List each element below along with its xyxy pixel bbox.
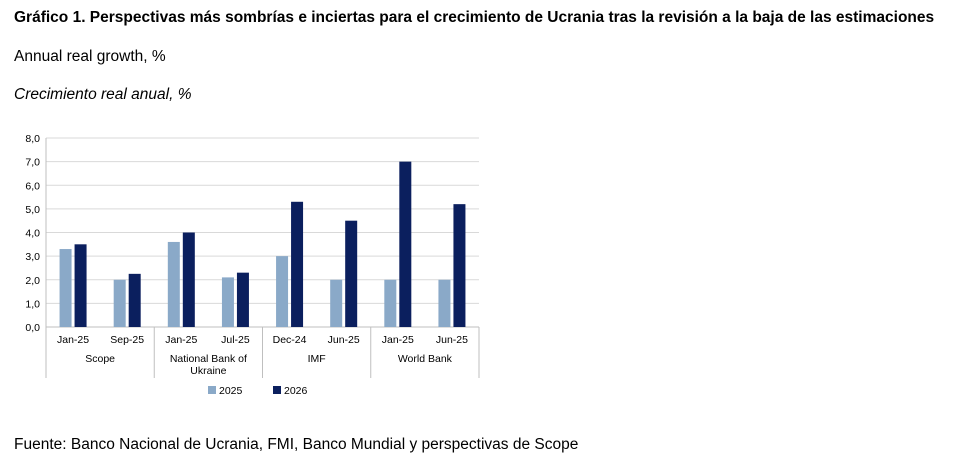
bar-2026 — [345, 220, 358, 327]
group-label: National Bank of Ukraine — [170, 353, 247, 377]
source-note: Fuente: Banco Nacional de Ucrania, FMI, … — [14, 436, 579, 453]
y-tick-label: 7,0 — [25, 157, 40, 169]
legend-label: 2026 — [284, 385, 308, 397]
y-tick-label: 2,0 — [25, 275, 40, 287]
y-tick-label: 5,0 — [25, 204, 40, 216]
y-tick-label: 8,0 — [25, 133, 40, 145]
x-tick-label: Jan-25 — [382, 334, 414, 346]
bar-2026 — [236, 272, 249, 327]
x-tick-label: Jun-25 — [328, 334, 360, 346]
legend-swatch-2025 — [208, 386, 216, 394]
x-tick-label: Jun-25 — [436, 334, 468, 346]
chart-subtitle-es: Crecimiento real anual, % — [14, 86, 192, 103]
bar-2026 — [291, 201, 304, 327]
bar-2025 — [113, 279, 126, 327]
bar-2025 — [384, 279, 397, 327]
bar-2026 — [128, 273, 141, 327]
bar-2025 — [59, 249, 72, 327]
bar-2026 — [453, 204, 466, 327]
x-tick-label: Jan-25 — [165, 334, 197, 346]
bar-2026 — [399, 161, 412, 327]
chart-subtitle-en: Annual real growth, % — [14, 48, 166, 65]
x-tick-label: Jul-25 — [221, 334, 250, 346]
bar-2026 — [182, 232, 195, 327]
bar-2026 — [74, 244, 87, 327]
x-tick-label: Dec-24 — [273, 334, 307, 346]
group-label: World Bank — [398, 353, 453, 365]
bar-2025 — [221, 277, 234, 327]
legend-label: 2025 — [219, 385, 243, 397]
y-tick-label: 4,0 — [25, 228, 40, 240]
bar-2025 — [438, 279, 451, 327]
group-label: Scope — [85, 353, 115, 365]
bar-2025 — [330, 279, 343, 327]
x-tick-label: Jan-25 — [57, 334, 89, 346]
group-label: IMF — [308, 353, 326, 365]
y-tick-label: 1,0 — [25, 298, 40, 310]
x-tick-label: Sep-25 — [110, 334, 144, 346]
bar-2025 — [276, 256, 289, 327]
chart-title: Gráfico 1. Perspectivas más sombrías e i… — [14, 9, 935, 26]
y-tick-label: 6,0 — [25, 180, 40, 192]
legend-swatch-2026 — [273, 386, 281, 394]
y-tick-label: 0,0 — [25, 322, 40, 334]
bar-2025 — [167, 241, 180, 327]
y-tick-label: 3,0 — [25, 251, 40, 263]
